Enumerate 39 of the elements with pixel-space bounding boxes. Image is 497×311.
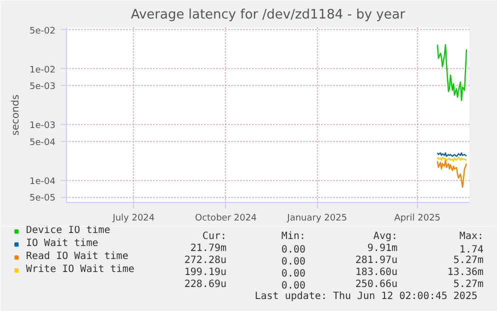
text: Avg: [373,231,398,242]
text: Last update: Thu Jun 12 02:00:45 2025 [254,291,478,302]
text: 5.27m [453,279,484,290]
x-tick-label: January 2025 [286,214,348,224]
y-axis-title: seconds [10,94,22,136]
x-tick-label: April 2025 [394,214,441,224]
y-tick-label: 1e-03 [30,121,56,132]
text: 21.79m [190,243,226,254]
text: Max: [459,231,484,242]
chart-title: Average latency for /dev/zd1184 - by year [130,8,406,22]
text: Min: [281,231,306,242]
text: 0.00 [281,256,306,268]
text: 250.66u [355,279,398,290]
text: 13.36m [447,267,484,278]
line-series [436,160,468,188]
text: 0.00 [281,268,306,280]
text: 272.28u [184,255,227,266]
text: 5.27m [453,255,484,266]
y-tick-label: 1e-04 [30,176,56,187]
text: 9.91m [367,243,398,254]
y-tick-label: 5e-04 [30,138,56,148]
x-tick-label: July 2024 [112,214,155,224]
text: 183.60u [355,267,398,278]
line-series [436,44,468,102]
y-tick-label: 5e-05 [30,194,56,204]
text: 0.00 [281,280,306,292]
text: 228.69u [184,279,227,290]
x-tick-label: October 2024 [195,214,258,224]
legend-label: Write IO Wait time [26,264,134,275]
text: 0.00 [281,244,306,256]
text: 1.74 [459,244,484,256]
legend-label: Read IO Wait time [26,251,128,262]
text: 281.97u [355,255,398,266]
y-tick-label: 1e-02 [30,65,56,76]
legend-label: IO Wait time [26,238,98,249]
text: Cur: [202,231,227,242]
y-tick-label: 5e-03 [30,82,56,92]
y-tick-label: 5e-02 [30,26,56,36]
text: 199.19u [184,267,227,278]
